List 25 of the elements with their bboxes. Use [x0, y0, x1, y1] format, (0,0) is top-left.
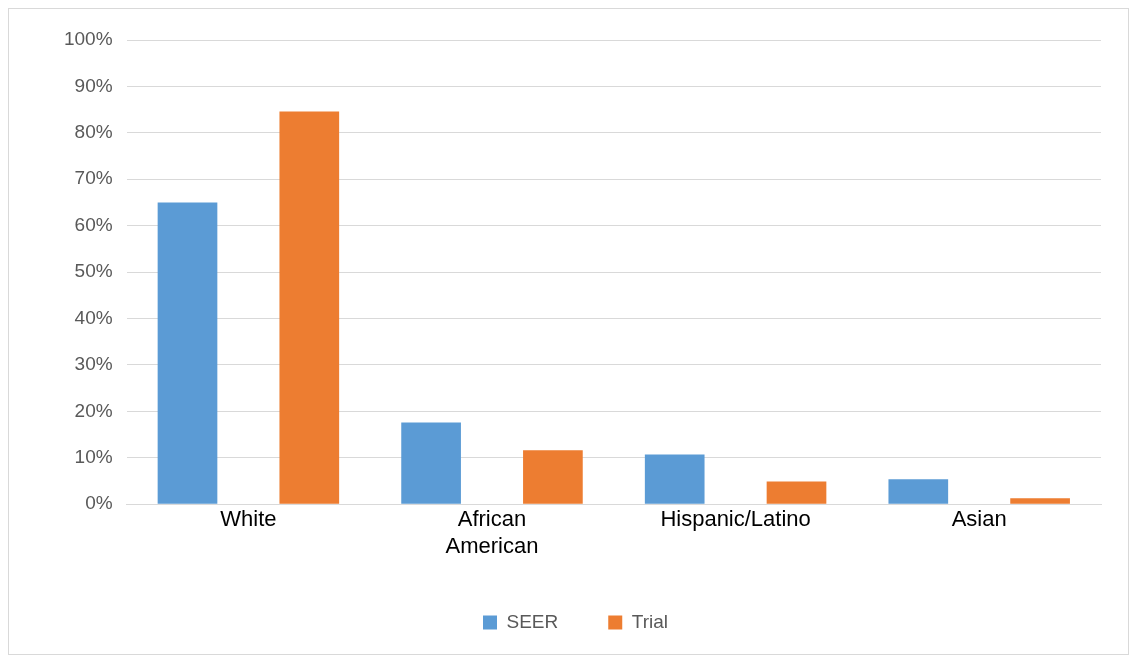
x-tick-label: Hispanic/Latino: [660, 506, 811, 532]
y-tick-label: 0%: [85, 492, 113, 514]
legend-label: Trial: [631, 610, 668, 632]
x-tick-label: Asian: [951, 506, 1007, 532]
y-tick-label: 50%: [74, 260, 113, 282]
y-tick-label: 100%: [63, 28, 113, 50]
y-tick-label: 10%: [74, 446, 113, 468]
y-tick-label: 60%: [74, 213, 113, 235]
bar: [766, 481, 827, 504]
bar: [157, 202, 218, 504]
x-tick-label: African American: [445, 506, 539, 558]
y-tick-label: 70%: [74, 167, 113, 189]
bar: [279, 111, 340, 504]
bar: [644, 454, 705, 504]
y-tick-label: 40%: [74, 306, 113, 328]
bar: [523, 450, 583, 504]
bar: [1010, 498, 1070, 504]
y-tick-label: 20%: [74, 399, 113, 421]
y-tick-label: 30%: [74, 353, 113, 375]
bar: [888, 479, 949, 504]
legend-label: SEER: [506, 610, 559, 632]
y-tick-label: 80%: [74, 121, 113, 143]
bar: [401, 422, 461, 504]
y-tick-label: 90%: [74, 74, 113, 96]
x-tick-label: White: [220, 506, 277, 532]
